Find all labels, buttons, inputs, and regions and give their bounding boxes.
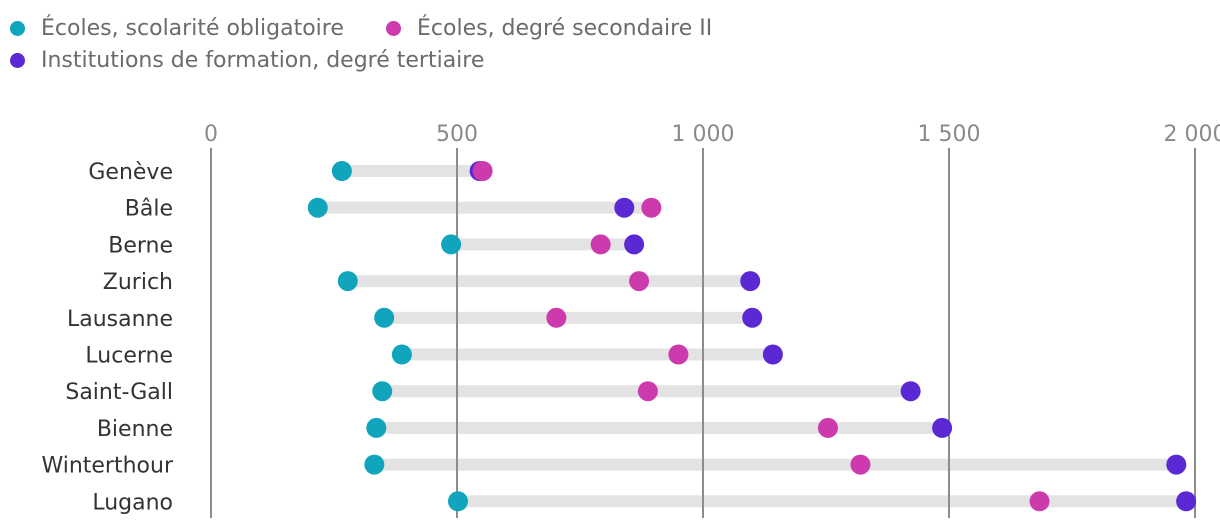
- range-bar-lugano: [457, 495, 1187, 508]
- city-label-lugano: Lugano: [92, 490, 173, 515]
- dot-ecoles-degre-secondaire-ii-saint-gall: [637, 381, 658, 402]
- dot-institutions-de-formation-degre-tertiaire-winterthour: [1166, 454, 1187, 475]
- dot-ecoles-degre-secondaire-ii-bale: [641, 197, 662, 218]
- dot-ecoles-scolarite-obligatoire-lugano: [447, 491, 468, 512]
- dot-ecoles-scolarite-obligatoire-zurich: [337, 271, 358, 292]
- dot-ecoles-scolarite-obligatoire-berne: [441, 234, 462, 255]
- range-bar-zurich: [347, 275, 751, 288]
- range-bar-berne: [451, 238, 635, 251]
- legend-marker-secondaire-ii: [386, 21, 401, 36]
- city-label-lucerne: Lucerne: [85, 344, 173, 369]
- city-label-geneve: Genève: [88, 160, 173, 185]
- legend-item-secondaire-ii: Écoles, degré secondaire II: [386, 16, 712, 41]
- dot-ecoles-degre-secondaire-ii-lugano: [1029, 491, 1050, 512]
- range-bar-bienne: [376, 421, 943, 434]
- range-bar-winterthour: [374, 458, 1177, 471]
- legend-marker-scolarite-obligatoire: [10, 21, 25, 36]
- dot-institutions-de-formation-degre-tertiaire-lausanne: [742, 307, 763, 328]
- city-label-bale: Bâle: [125, 197, 173, 222]
- dot-ecoles-scolarite-obligatoire-lucerne: [391, 344, 412, 365]
- dot-ecoles-degre-secondaire-ii-bienne: [817, 417, 838, 438]
- legend-item-tertiaire: Institutions de formation, degré tertiai…: [10, 48, 484, 73]
- city-label-bienne: Bienne: [97, 417, 173, 442]
- dot-ecoles-scolarite-obligatoire-winterthour: [364, 454, 385, 475]
- dot-institutions-de-formation-degre-tertiaire-bienne: [932, 417, 953, 438]
- dot-ecoles-degre-secondaire-ii-geneve: [472, 161, 493, 181]
- legend-item-scolarite-obligatoire: Écoles, scolarité obligatoire: [10, 16, 344, 41]
- range-bar-bale: [317, 201, 652, 214]
- dot-institutions-de-formation-degre-tertiaire-berne: [624, 234, 645, 255]
- city-label-zurich: Zurich: [103, 270, 173, 295]
- dot-institutions-de-formation-degre-tertiaire-bale: [614, 197, 635, 218]
- range-bar-lausanne: [384, 311, 753, 324]
- dot-ecoles-degre-secondaire-ii-berne: [590, 234, 611, 255]
- dot-institutions-de-formation-degre-tertiaire-zurich: [740, 271, 761, 292]
- dot-institutions-de-formation-degre-tertiaire-lugano: [1176, 491, 1197, 512]
- dot-ecoles-scolarite-obligatoire-bienne: [366, 417, 387, 438]
- x-tick-label-4: 2 000: [1164, 122, 1220, 147]
- city-label-berne: Berne: [108, 233, 173, 258]
- legend-label-scolarite-obligatoire: Écoles, scolarité obligatoire: [41, 16, 344, 41]
- legend-marker-tertiaire: [10, 53, 25, 68]
- x-tick-label-0: 0: [204, 122, 218, 147]
- city-label-lausanne: Lausanne: [67, 307, 173, 332]
- x-tick-label-2: 1 000: [672, 122, 735, 147]
- dot-ecoles-scolarite-obligatoire-geneve: [331, 161, 352, 181]
- x-tick-label-1: 500: [436, 122, 478, 147]
- dot-institutions-de-formation-degre-tertiaire-saint-gall: [900, 381, 921, 402]
- dot-ecoles-scolarite-obligatoire-bale: [307, 197, 328, 218]
- range-bar-geneve: [341, 165, 483, 177]
- dot-ecoles-degre-secondaire-ii-lucerne: [668, 344, 689, 365]
- city-label-winterthour: Winterthour: [41, 454, 174, 479]
- legend-label-tertiaire: Institutions de formation, degré tertiai…: [41, 48, 485, 73]
- dot-ecoles-scolarite-obligatoire-lausanne: [374, 307, 395, 328]
- dot-ecoles-degre-secondaire-ii-zurich: [629, 271, 650, 292]
- dot-institutions-de-formation-degre-tertiaire-lucerne: [762, 344, 783, 365]
- x-tick-label-3: 1 500: [918, 122, 981, 147]
- city-label-saint-gall: Saint-Gall: [65, 380, 173, 405]
- legend-label-secondaire-ii: Écoles, degré secondaire II: [417, 16, 713, 41]
- dot-ecoles-scolarite-obligatoire-saint-gall: [372, 381, 393, 402]
- dot-ecoles-degre-secondaire-ii-lausanne: [546, 307, 567, 328]
- dot-ecoles-degre-secondaire-ii-winterthour: [850, 454, 871, 475]
